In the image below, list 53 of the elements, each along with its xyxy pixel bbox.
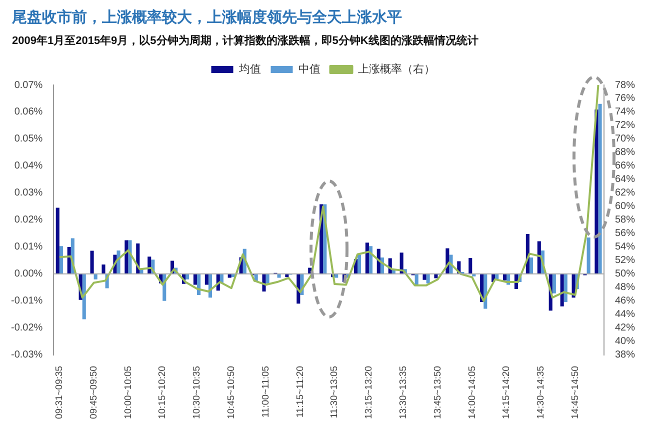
y-tick-label: -0.01%	[10, 296, 43, 307]
chart-subtitle: 2009年1月至2015年9月，以5分钟为周期，计算指数的涨跌幅，即5分钟K线图的涨跌幅情况统计	[12, 34, 480, 48]
y-tick-label: 0.06%	[14, 106, 43, 118]
y2-tick-label: 70%	[614, 134, 636, 145]
y2-tick-label: 44%	[614, 309, 636, 320]
x-tick-label: 11:15~11:20	[294, 366, 306, 418]
y-tick-label: 0.00%	[14, 268, 43, 280]
x-tick-label: 14:30~14:35	[536, 366, 547, 420]
x-tick-label: 11:30~13:05	[329, 366, 340, 418]
x-tick-label: 10:45~10:50	[226, 366, 238, 420]
y2-tick-label: 52%	[614, 255, 636, 266]
x-tick-label: 14:00~14:05	[466, 366, 478, 420]
legend-label: 上涨概率（右）	[358, 62, 435, 76]
y2-tick-label: 64%	[614, 174, 636, 186]
x-tick-label: 14:45~14:50	[570, 366, 581, 420]
y2-tick-label: 42%	[614, 322, 636, 334]
y2-tick-label: 74%	[614, 106, 636, 118]
y2-tick-label: 60%	[614, 201, 636, 212]
y-tick-label: -0.03%	[10, 350, 43, 361]
x-tick-label: 14:15~14:20	[501, 366, 512, 420]
y-tick-label: 0.04%	[14, 160, 43, 172]
y-tick-label: 0.05%	[14, 134, 43, 145]
y2-tick-label: 58%	[614, 214, 636, 226]
y2-tick-label: 54%	[614, 242, 636, 253]
y-tick-label: 0.01%	[14, 242, 43, 253]
y2-tick-label: 72%	[614, 120, 636, 132]
x-tick-label: 10:30~10:35	[192, 366, 203, 420]
y2-tick-label: 76%	[614, 93, 636, 104]
x-tick-label: 13:30~13:35	[398, 366, 409, 420]
x-tick-label: 13:45~13:50	[432, 366, 444, 420]
y2-tick-label: 62%	[614, 188, 636, 199]
y2-tick-label: 68%	[614, 147, 636, 158]
y2-tick-label: 38%	[614, 350, 636, 361]
chart-title: 尾盘收市前，上涨概率较大，上涨幅度领先与全天上涨水平	[12, 8, 403, 27]
y2-tick-label: 78%	[614, 80, 636, 91]
y-tick-label: 0.02%	[14, 214, 43, 226]
x-tick-label: 13:15~13:20	[364, 366, 375, 420]
x-tick-label: 10:15~10:20	[157, 366, 168, 420]
y-tick-label: -0.02%	[10, 322, 43, 334]
y2-tick-label: 40%	[614, 336, 636, 348]
x-tick-label: 09:45~09:50	[88, 366, 100, 420]
y2-tick-label: 46%	[614, 296, 636, 307]
y-tick-label: 0.07%	[14, 80, 43, 91]
legend-label: 中值	[298, 62, 320, 76]
y2-tick-label: 48%	[614, 282, 636, 294]
legend-label: 均值	[238, 64, 261, 76]
y2-tick-label: 50%	[614, 268, 636, 280]
x-tick-label: 09:31~09:35	[54, 366, 66, 420]
y-tick-label: 0.03%	[14, 188, 43, 199]
y2-tick-label: 66%	[614, 160, 636, 172]
y2-tick-label: 56%	[614, 228, 636, 240]
x-tick-label: 11:00~11:05	[260, 366, 272, 418]
x-tick-label: 10:00~10:05	[122, 366, 134, 420]
